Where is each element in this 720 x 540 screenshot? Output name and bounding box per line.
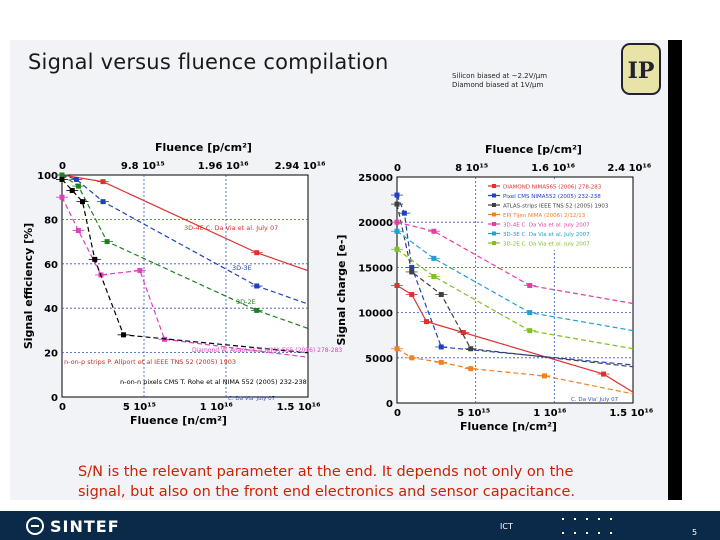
annotation: 3D-4E C. Da Via et al. July 07 <box>184 224 278 232</box>
conclusion-line: signal, but also on the front end electr… <box>78 484 576 500</box>
y-tick-label: 40 <box>44 304 58 315</box>
legend-marker <box>492 231 496 236</box>
y-tick-label: 0 <box>386 399 393 410</box>
page-number: 5 <box>692 528 698 537</box>
bias-note-line: Diamond biased at 1V/µm <box>452 81 544 89</box>
legend-marker <box>492 203 496 207</box>
top-axis-label: Fluence [p/cm²] <box>485 143 582 156</box>
series-line <box>61 174 309 272</box>
annotation: n-on-p strips P. Allport et al IEEE TNS … <box>64 358 236 366</box>
y-tick-label: 5000 <box>365 354 393 365</box>
legend-entry: 3D-2E C. Da Via et al. July 2007 <box>503 242 590 248</box>
footer-dots-icon <box>562 518 612 534</box>
x-tick-label: 1.5 10¹⁶ <box>609 408 653 419</box>
legend-marker <box>492 212 496 217</box>
y-tick-label: 60 <box>44 260 58 271</box>
top-tick-label: 0 <box>394 163 401 174</box>
legend-entry: EPI Tijen NIMA (2006) 2/12/13 <box>503 213 586 219</box>
signal-charge-chart: Fluence [p/cm²] 0 8 10¹⁵ 1.6 10¹⁶ 2.4 10¹⁶ 0 5… <box>335 143 653 433</box>
x-tick-label: 5 10¹⁵ <box>457 408 490 419</box>
legend-marker <box>492 222 496 226</box>
legend-entry: DIAMOND NIMA565 (2006) 278-283 <box>503 185 602 191</box>
x-tick-label: 0 <box>394 408 401 419</box>
top-tick-label: 0 <box>59 161 66 172</box>
slide-title: Signal versus fluence compilation <box>28 50 389 74</box>
legend-entry: ATLAS-strips IEEE TNS 52 (2005) 1903 <box>503 204 609 210</box>
y-tick-label: 20 <box>44 349 58 360</box>
annotation: C. Da Via' July 07 <box>571 397 619 403</box>
series-line <box>396 248 634 350</box>
conclusion-text: S/N is the relevant parameter at the end… <box>78 462 638 502</box>
plot-area <box>61 174 309 398</box>
legend-marker <box>492 193 496 198</box>
footer-bar <box>0 511 720 540</box>
x-tick-label: 0 <box>59 402 66 413</box>
top-tick-label: 2.4 10¹⁶ <box>607 163 651 174</box>
series-line <box>396 221 634 305</box>
x-tick-label: 1 10¹⁶ <box>200 402 233 413</box>
x-tick-label: 5 10¹⁵ <box>123 402 156 413</box>
top-tick-label: 2.94 10¹⁶ <box>275 161 326 172</box>
y-tick-label: 100 <box>37 171 58 182</box>
legend-box <box>485 180 631 250</box>
x-axis-label: Fluence [n/cm²] <box>130 414 227 427</box>
bias-note: Silicon biased at ~2.2V/µm Diamond biase… <box>452 72 547 90</box>
y-tick-label: 20000 <box>358 218 393 229</box>
institute-logo: IP <box>621 43 661 95</box>
series-line <box>396 230 634 332</box>
footer-unit: ICT <box>500 522 513 531</box>
series-line <box>61 196 309 358</box>
x-tick-label: 1 10¹⁶ <box>533 408 566 419</box>
legend-marker <box>492 241 496 245</box>
annotation: 3D-3E <box>232 264 252 272</box>
y-tick-label: 15000 <box>358 263 393 274</box>
top-axis-label: Fluence [p/cm²] <box>155 141 252 154</box>
y-tick-label: 0 <box>51 393 58 404</box>
signal-efficiency-chart: Fluence [p/cm²] 0 9.8 10¹⁵ 1.96 10¹⁶ 2.94 10… <box>22 141 342 427</box>
logo-text: IP <box>628 58 655 84</box>
annotation: 3D-2E <box>236 298 256 306</box>
y-tick-label: 80 <box>44 215 58 226</box>
sintef-mark-icon <box>26 517 44 535</box>
y-tick-label: 10000 <box>358 309 393 320</box>
annotation: n-on-n pixels CMS T. Rohe et al NIMA 552… <box>120 378 307 386</box>
top-tick-label: 1.96 10¹⁶ <box>198 161 249 172</box>
right-edge-bar <box>668 40 682 500</box>
y-tick-label: 25000 <box>358 173 393 184</box>
legend-marker <box>492 184 496 188</box>
legend-entry: 3D-4E C. Da Via et al. July 2007 <box>503 223 590 229</box>
y-axis-label: Signal charge [e-] <box>335 235 348 346</box>
legend-entry: 3D-3E C. Da Via et al. July 2007 <box>503 232 590 238</box>
x-tick-label: 1.5 10¹⁶ <box>277 402 321 413</box>
legend-entry: Pixel CMS NIMA552 (2005) 232-238 <box>503 194 601 200</box>
conclusion-line: S/N is the relevant parameter at the end… <box>78 464 574 480</box>
top-tick-label: 9.8 10¹⁵ <box>121 161 165 172</box>
annotation: C. Da Via' July 07 <box>228 396 276 402</box>
sintef-logo: SINTEF <box>26 515 120 537</box>
annotation: Diamond W. Adam et al NIMA 565 (2006) 27… <box>192 347 342 354</box>
logo-frame <box>621 43 661 95</box>
top-tick-label: 1.6 10¹⁶ <box>531 163 575 174</box>
chart-legend: DIAMOND NIMA565 (2006) 278-283 Pixel CMS … <box>485 180 631 250</box>
x-axis-label: Fluence [n/cm²] <box>460 420 557 433</box>
top-tick-label: 8 10¹⁵ <box>455 163 488 174</box>
sintef-brand: SINTEF <box>50 516 120 536</box>
bias-note-line: Silicon biased at ~2.2V/µm <box>452 72 548 80</box>
y-axis-label: Signal efficiency [%] <box>22 223 35 349</box>
